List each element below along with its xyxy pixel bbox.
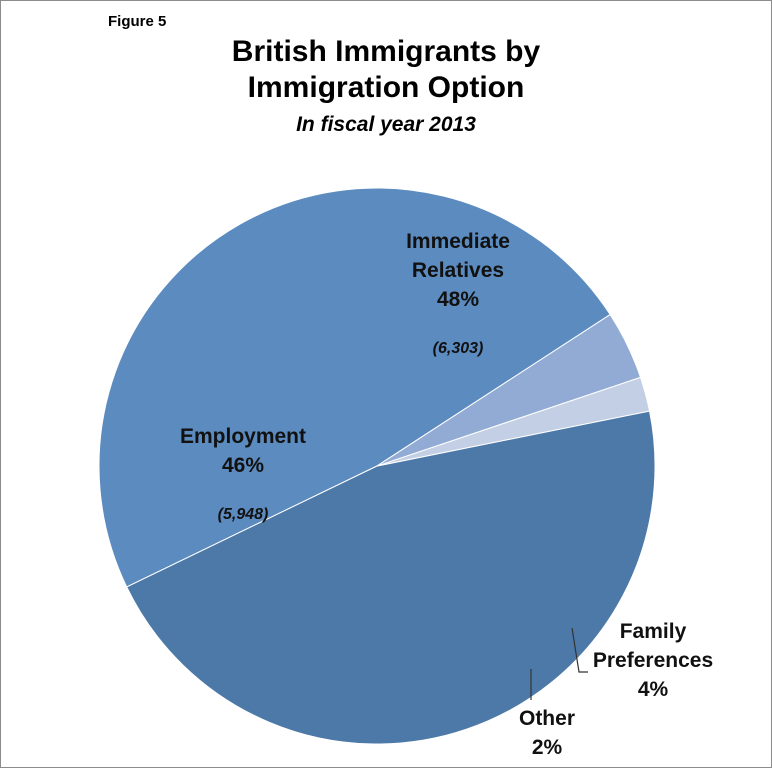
label-other-name: Other bbox=[518, 707, 575, 730]
label-family-preferences: Family Preferences 4% bbox=[581, 617, 725, 704]
label-immediate-name-2: Relatives bbox=[411, 259, 505, 282]
pie-slices bbox=[98, 187, 656, 745]
leader-lines bbox=[530, 627, 588, 700]
pie-slice-immediate bbox=[98, 187, 611, 588]
label-family-name-1: Family bbox=[619, 620, 687, 643]
label-immediate-percent: 48% bbox=[436, 288, 480, 311]
label-family-percent: 4% bbox=[637, 678, 669, 701]
label-family-name-2: Preferences bbox=[592, 649, 714, 672]
label-other: Other 2% bbox=[497, 704, 597, 762]
leader-line-family bbox=[571, 627, 588, 673]
chart-title: British Immigrants by Immigration Option bbox=[0, 34, 772, 106]
figure-label: Figure 5 bbox=[108, 13, 167, 30]
label-other-percent: 2% bbox=[531, 736, 563, 759]
chart-title-line-2: Immigration Option bbox=[247, 71, 525, 104]
pie-slice-employment bbox=[126, 410, 656, 745]
label-employment-count: (5,948) bbox=[217, 506, 269, 523]
pie-slice-family bbox=[376, 313, 642, 467]
label-employment-name: Employment bbox=[179, 425, 307, 448]
label-employment: Employment 46% (5,948) bbox=[143, 422, 343, 529]
chart-title-line-1: British Immigrants by bbox=[231, 35, 541, 68]
label-employment-percent: 46% bbox=[221, 454, 265, 477]
chart-subtitle: In fiscal year 2013 bbox=[296, 113, 476, 136]
label-immediate-name-1: Immediate bbox=[406, 230, 510, 253]
label-immediate-count: (6,303) bbox=[432, 340, 484, 357]
label-immediate-relatives: Immediate Relatives 48% (6,303) bbox=[358, 227, 558, 363]
